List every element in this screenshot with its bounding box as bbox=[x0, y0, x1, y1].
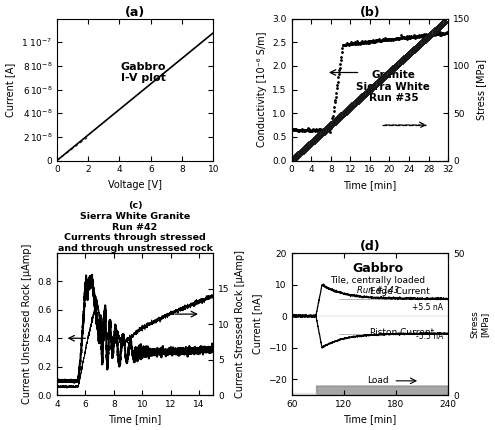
Text: Gabbro: Gabbro bbox=[352, 261, 403, 275]
Text: Run #143: Run #143 bbox=[356, 286, 399, 295]
Y-axis label: Current [nA]: Current [nA] bbox=[252, 294, 262, 354]
Title: (d): (d) bbox=[359, 240, 380, 253]
Title: (a): (a) bbox=[125, 6, 145, 18]
X-axis label: Time [min]: Time [min] bbox=[108, 415, 162, 424]
Text: Load: Load bbox=[367, 376, 389, 385]
Y-axis label: Stress
[MPa]: Stress [MPa] bbox=[470, 310, 490, 338]
Y-axis label: Current [A]: Current [A] bbox=[5, 62, 15, 117]
Title: (c)
Sierra White Granite
Run #42
Currents through stressed
and through unstresse: (c) Sierra White Granite Run #42 Current… bbox=[57, 201, 213, 253]
Y-axis label: Conductivity [10⁻⁶ S/m]: Conductivity [10⁻⁶ S/m] bbox=[257, 32, 267, 147]
Text: +5.5 nA: +5.5 nA bbox=[412, 303, 444, 311]
X-axis label: Time [min]: Time [min] bbox=[343, 415, 396, 424]
Text: Granite
Sierra White
Run #35: Granite Sierra White Run #35 bbox=[356, 70, 430, 103]
X-axis label: Voltage [V]: Voltage [V] bbox=[108, 180, 162, 190]
Text: Edge Current: Edge Current bbox=[370, 287, 430, 296]
Text: Piston Current: Piston Current bbox=[370, 328, 434, 337]
Text: Gabbro
I-V plot: Gabbro I-V plot bbox=[120, 61, 166, 83]
Title: (b): (b) bbox=[359, 6, 380, 18]
Text: -5.5 nA: -5.5 nA bbox=[416, 332, 444, 341]
X-axis label: Time [min]: Time [min] bbox=[343, 180, 396, 190]
Y-axis label: Stress [MPa]: Stress [MPa] bbox=[476, 59, 486, 120]
Y-axis label: Current Unstressed Rock [μAmp]: Current Unstressed Rock [μAmp] bbox=[22, 244, 32, 404]
Text: Tile, centrally loaded: Tile, centrally loaded bbox=[330, 276, 425, 285]
Y-axis label: Current Stressed Rock [μAmp]: Current Stressed Rock [μAmp] bbox=[235, 250, 246, 398]
